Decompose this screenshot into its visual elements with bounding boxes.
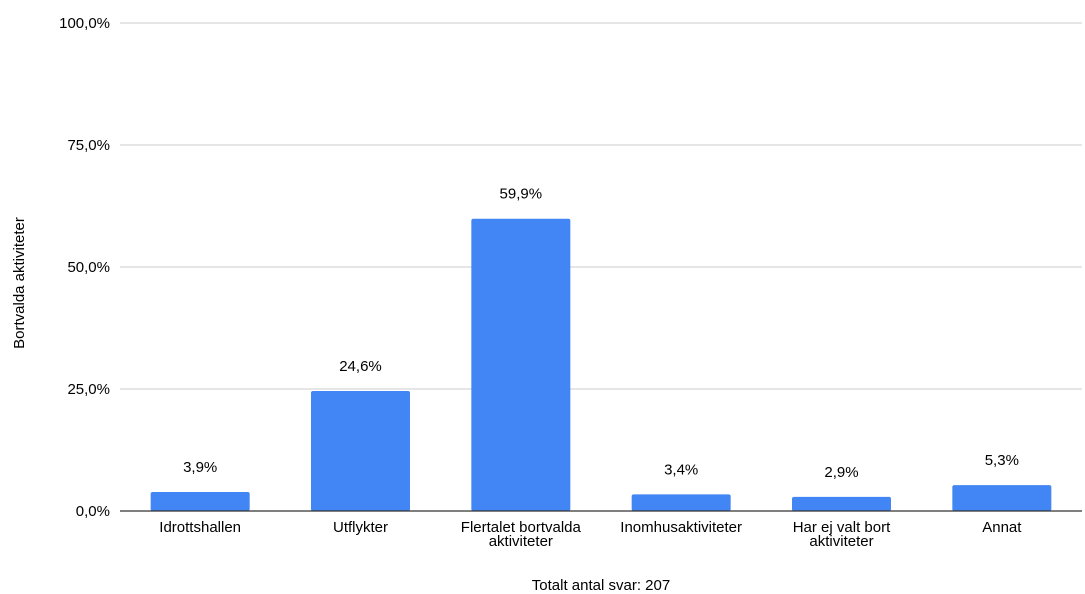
y-tick-label: 100,0% (59, 15, 110, 32)
category-label-line: Har ej valt bort (793, 519, 891, 536)
category-label-line: Annat (982, 519, 1022, 536)
bar (311, 390, 410, 511)
y-tick-label: 0,0% (76, 503, 110, 520)
data-labels: 3,9% 24,6% 59,9% 3,4% 2,9% 5,3% (183, 186, 1019, 481)
category-label-line: Inomhusaktiviteter (620, 519, 742, 536)
data-label: 3,4% (664, 461, 698, 478)
bar (631, 494, 731, 511)
bars (150, 218, 1052, 512)
x-axis-category-labels: Idrottshallen Utflykter Flertalet bortvald… (159, 519, 1022, 550)
bar (792, 496, 891, 511)
x-axis-title: Totalt antal svar: 207 (532, 577, 670, 594)
bar (471, 218, 571, 512)
category-label: Flertalet bortvalda aktiviteter (461, 519, 582, 550)
category-label-line: aktiviteter (809, 533, 873, 550)
data-label: 5,3% (985, 452, 1019, 469)
category-label: Idrottshallen (159, 519, 241, 536)
category-label-line: Flertalet bortvalda (461, 519, 582, 536)
y-tick-label: 25,0% (67, 381, 110, 398)
y-axis-tick-labels: 0,0% 25,0% 50,0% 75,0% 100,0% (59, 15, 110, 520)
bar (150, 491, 250, 511)
category-label: Inomhusaktiviteter (620, 519, 742, 536)
category-label: Annat (982, 519, 1022, 536)
data-label: 3,9% (183, 459, 217, 476)
data-label: 59,9% (500, 186, 543, 203)
category-label-line: Utflykter (333, 519, 388, 536)
bar (952, 485, 1052, 511)
y-tick-label: 50,0% (67, 259, 110, 276)
y-axis-title: Bortvalda aktiviteter (11, 217, 28, 349)
data-label: 2,9% (824, 464, 858, 481)
gridlines (120, 22, 1082, 390)
data-label: 24,6% (339, 358, 382, 375)
y-tick-label: 75,0% (67, 137, 110, 154)
category-label-line: aktiviteter (489, 533, 553, 550)
category-label-line: Idrottshallen (159, 519, 241, 536)
category-label: Har ej valt bort aktiviteter (793, 519, 891, 550)
category-label: Utflykter (333, 519, 388, 536)
